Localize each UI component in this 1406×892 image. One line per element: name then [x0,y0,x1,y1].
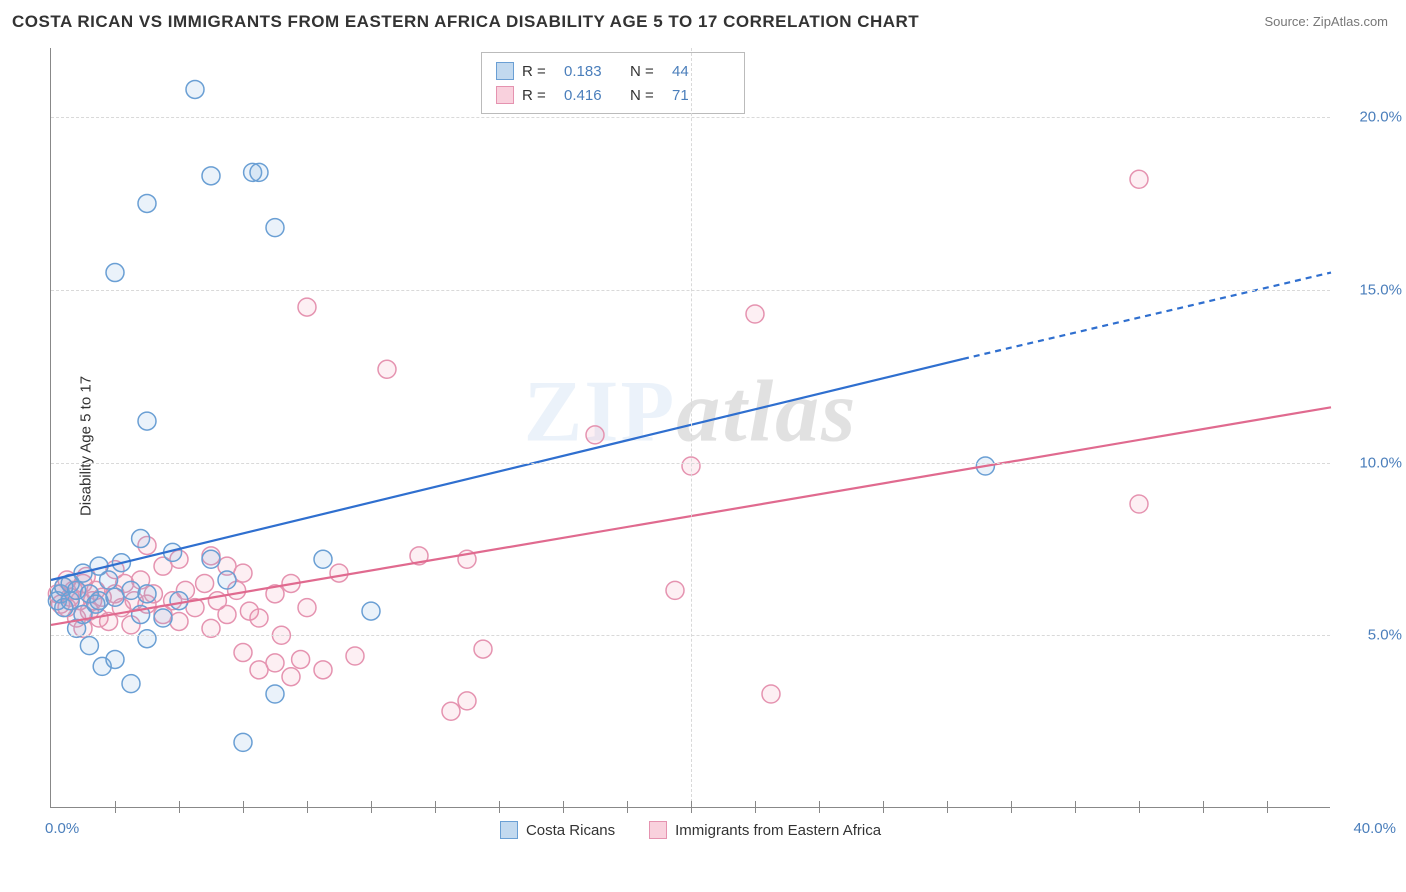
stats-legend: R = 0.183 N = 44 R = 0.416 N = 71 [481,52,745,114]
data-point [218,606,236,624]
source-attribution: Source: ZipAtlas.com [1264,14,1388,29]
r-value: 0.416 [564,87,622,104]
legend-label: Costa Ricans [526,822,615,839]
stats-row-blue: R = 0.183 N = 44 [496,59,730,83]
data-point [362,602,380,620]
data-point [298,298,316,316]
data-point [106,650,124,668]
x-tick-min: 0.0% [45,820,79,837]
x-minor-tick [627,801,628,813]
data-point [80,637,98,655]
data-point [1130,170,1148,188]
x-minor-tick [1075,801,1076,813]
regression-line-blue-dash [963,273,1331,359]
n-value: 71 [672,87,730,104]
r-value: 0.183 [564,63,622,80]
series-legend: Costa Ricans Immigrants from Eastern Afr… [51,821,1330,839]
x-minor-tick [563,801,564,813]
data-point [250,609,268,627]
swatch-pink-icon [496,86,514,104]
data-point [186,80,204,98]
data-point [196,574,214,592]
legend-item-blue: Costa Ricans [500,821,615,839]
x-minor-tick [435,801,436,813]
data-point [138,412,156,430]
data-point [132,530,150,548]
data-point [100,571,118,589]
n-label: N = [630,87,664,104]
legend-item-pink: Immigrants from Eastern Africa [649,821,881,839]
data-point [314,661,332,679]
data-point [90,592,108,610]
data-point [442,702,460,720]
y-tick-label: 15.0% [1342,281,1402,298]
data-point [234,733,252,751]
x-minor-tick [307,801,308,813]
chart-title: COSTA RICAN VS IMMIGRANTS FROM EASTERN A… [12,12,919,32]
data-point [218,571,236,589]
data-point [266,219,284,237]
y-tick-label: 20.0% [1342,109,1402,126]
swatch-blue-icon [496,62,514,80]
data-point [282,668,300,686]
x-minor-tick [499,801,500,813]
data-point [250,163,268,181]
r-label: R = [522,63,556,80]
data-point [170,612,188,630]
scatter-plot: ZIPatlas R = 0.183 N = 44 R = 0.416 N = … [50,48,1330,808]
x-minor-tick [755,801,756,813]
data-point [138,630,156,648]
legend-label: Immigrants from Eastern Africa [675,822,881,839]
data-point [762,685,780,703]
data-point [330,564,348,582]
data-point [234,644,252,662]
data-point [298,599,316,617]
r-label: R = [522,87,556,104]
x-minor-tick [1139,801,1140,813]
data-point [122,581,140,599]
x-minor-tick [1203,801,1204,813]
y-tick-label: 5.0% [1342,627,1402,644]
n-value: 44 [672,63,730,80]
data-point [138,585,156,603]
data-point [154,609,172,627]
x-minor-tick [819,801,820,813]
data-point [474,640,492,658]
data-point [378,360,396,378]
swatch-blue-icon [500,821,518,839]
x-minor-tick [1011,801,1012,813]
x-minor-tick [947,801,948,813]
x-minor-tick [1267,801,1268,813]
data-point [122,675,140,693]
data-point [666,581,684,599]
data-point [346,647,364,665]
x-minor-tick [115,801,116,813]
data-point [314,550,332,568]
data-point [202,550,220,568]
data-point [292,650,310,668]
data-point [586,426,604,444]
x-minor-tick [691,801,692,813]
x-minor-tick [883,801,884,813]
data-point [1130,495,1148,513]
data-point [266,654,284,672]
x-minor-tick [179,801,180,813]
x-tick-max: 40.0% [1353,820,1396,837]
data-point [106,264,124,282]
stats-row-pink: R = 0.416 N = 71 [496,83,730,107]
n-label: N = [630,63,664,80]
data-point [266,685,284,703]
data-point [458,692,476,710]
gridline-v [691,48,692,807]
data-point [138,194,156,212]
x-minor-tick [243,801,244,813]
y-tick-label: 10.0% [1342,454,1402,471]
data-point [170,592,188,610]
x-minor-tick [371,801,372,813]
data-point [746,305,764,323]
swatch-pink-icon [649,821,667,839]
data-point [202,167,220,185]
